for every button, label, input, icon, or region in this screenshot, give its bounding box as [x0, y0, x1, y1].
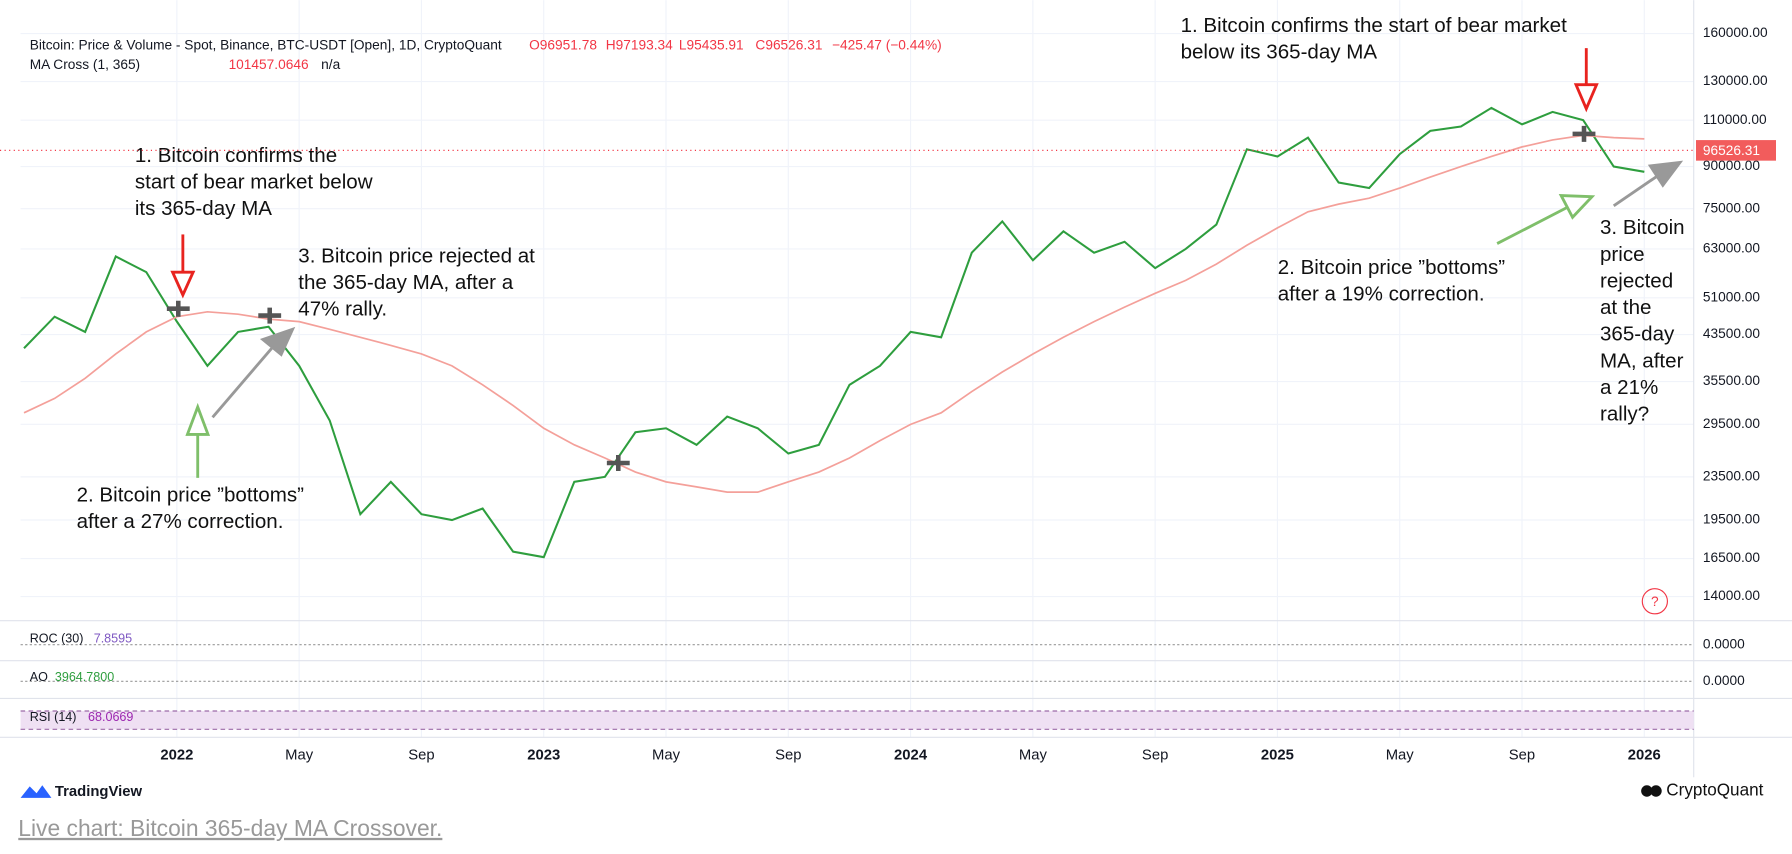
ma-extra: n/a: [321, 57, 340, 72]
arrows: [170, 48, 1684, 478]
rsi-value: 68.0669: [88, 710, 133, 724]
x-tick-label: Sep: [1142, 747, 1168, 763]
x-tick-label: Sep: [1509, 747, 1535, 763]
live-chart-link[interactable]: Live chart: Bitcoin 365-day MA Crossover…: [18, 815, 442, 841]
annotation-line: 3. Bitcoin price rejected at: [298, 245, 535, 268]
last-price-box: [1696, 140, 1776, 161]
arrow: [1612, 174, 1658, 208]
annotation-line: 2. Bitcoin price ”bottoms”: [1278, 256, 1506, 279]
ma-value: 101457.0646: [229, 57, 309, 72]
y-tick-label: 35500.00: [1703, 373, 1761, 388]
cross-marker: [1572, 125, 1596, 142]
tradingview-logo: [20, 785, 52, 798]
y-tick-label: 130000.00: [1703, 73, 1768, 88]
annotation-line: 1. Bitcoin confirms the start of bear ma…: [1181, 14, 1568, 37]
arrow-head: [1573, 83, 1599, 113]
y-tick-label: 110000.00: [1703, 112, 1767, 127]
cross-marker: [606, 455, 630, 471]
arrow-head: [259, 326, 296, 357]
tradingview-brand: TradingView: [55, 784, 143, 800]
y-tick-label: 19500.00: [1703, 512, 1761, 527]
roc-label: ROC (30): [30, 631, 84, 645]
annotations: 1. Bitcoin confirms the start of bear mar…: [77, 14, 1685, 533]
arrow: [211, 344, 276, 419]
close: C96526.31: [755, 37, 822, 52]
price-line: [23, 106, 1645, 559]
grid: [20, 0, 1694, 738]
arrow: [1496, 205, 1569, 245]
open: O96951.78: [529, 37, 597, 52]
annotation-line: 1. Bitcoin confirms the: [135, 144, 337, 167]
x-tick-label: 2025: [1261, 747, 1294, 763]
cryptoquant-logo: [1650, 785, 1662, 797]
annotation-line: 2. Bitcoin price ”bottoms”: [77, 484, 305, 507]
cross-marker: [258, 307, 282, 324]
high: H97193.34: [606, 37, 673, 52]
x-tick-label: Sep: [775, 747, 801, 763]
y-tick-label: 63000.00: [1703, 241, 1761, 256]
annotation-line: 47% rally.: [298, 298, 387, 321]
y-tick-label: 14000.00: [1703, 588, 1761, 603]
annotation-line: price: [1600, 243, 1645, 266]
help-icon-mark: ?: [1651, 594, 1659, 609]
y-tick-label: 23500.00: [1703, 469, 1761, 484]
annotation-line: MA, after: [1600, 349, 1684, 372]
low: L95435.91: [679, 37, 744, 52]
roc-value: 7.8595: [94, 631, 132, 645]
arrow-head: [1558, 194, 1596, 220]
ao-value: 3964.7800: [55, 670, 114, 684]
last-price-label: 96526.31: [1703, 143, 1760, 158]
x-tick-label: May: [1386, 747, 1415, 763]
change: −425.47 (−0.44%): [832, 37, 942, 52]
cryptoquant-logo: [1641, 785, 1653, 797]
y-tick-label: 75000.00: [1703, 200, 1761, 215]
x-tick-label: 2026: [1628, 747, 1661, 763]
rsi-band: [20, 711, 1694, 730]
annotation-line: 365-day: [1600, 323, 1675, 346]
x-tick-label: 2023: [527, 747, 560, 763]
annotation-line: at the: [1600, 296, 1651, 319]
annotation-line: its 365-day MA: [135, 197, 272, 220]
annotation-line: below its 365-day MA: [1181, 40, 1378, 63]
cross-marker: [166, 300, 190, 317]
cryptoquant-brand: CryptoQuant: [1666, 780, 1763, 800]
cross-markers: [166, 125, 1596, 471]
help-icon[interactable]: [1641, 588, 1668, 615]
annotation-line: start of bear market below: [135, 171, 373, 194]
y-tick-label: 43500.00: [1703, 326, 1761, 341]
annotation-line: after a 27% correction.: [77, 510, 284, 533]
ao-label: AO: [30, 670, 48, 684]
x-tick-label: 2022: [160, 747, 193, 763]
annotation-line: 3. Bitcoin: [1600, 216, 1685, 239]
series-layer: [23, 106, 1645, 559]
annotation-line: rally?: [1600, 403, 1649, 426]
price-series-title: Bitcoin: Price & Volume - Spot, Binance,…: [30, 37, 502, 52]
y-tick-label: 16500.00: [1703, 550, 1761, 565]
annotation-line: the 365-day MA, after a: [298, 271, 513, 294]
arrow-head: [185, 402, 211, 436]
roc-axis-label: 0.0000: [1703, 636, 1745, 651]
ma-line: [23, 134, 1645, 493]
y-tick-label: 29500.00: [1703, 416, 1761, 431]
y-tick-label: 160000.00: [1703, 25, 1768, 40]
rsi-label: RSI (14): [30, 710, 77, 724]
x-tick-label: May: [1019, 747, 1048, 763]
y-tick-label: 51000.00: [1703, 289, 1761, 304]
ma-series-title: MA Cross (1, 365): [30, 57, 140, 72]
annotation-line: after a 19% correction.: [1278, 283, 1485, 306]
x-tick-label: May: [285, 747, 314, 763]
annotation-line: rejected: [1600, 269, 1673, 292]
x-tick-label: Sep: [408, 747, 434, 763]
ao-axis-label: 0.0000: [1703, 673, 1745, 688]
annotation-line: a 21%: [1600, 376, 1658, 399]
arrow-head: [1647, 160, 1684, 188]
arrow-head: [170, 270, 196, 299]
y-tick-label: 90000.00: [1703, 158, 1761, 173]
x-tick-label: 2024: [894, 747, 928, 763]
x-tick-label: May: [652, 747, 681, 763]
